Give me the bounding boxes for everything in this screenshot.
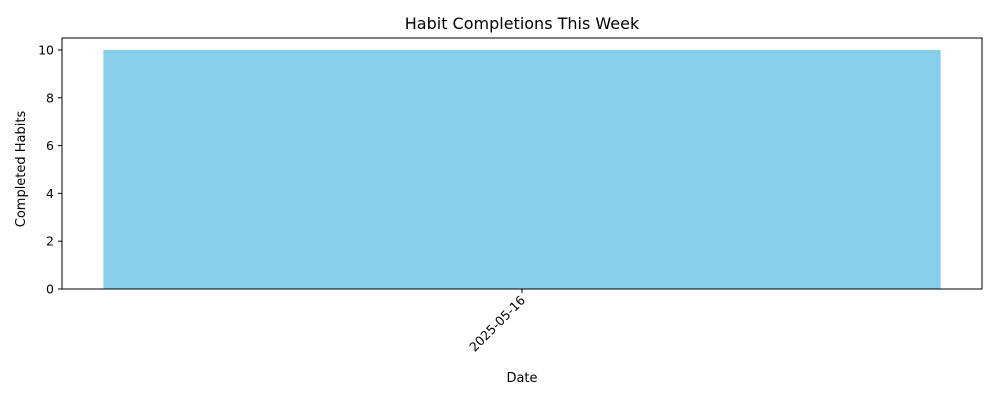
y-axis-label: Completed Habits [14, 111, 29, 228]
bar [103, 49, 941, 290]
x-axis-label: Date [506, 371, 537, 386]
chart-title: Habit Completions This Week [405, 14, 640, 33]
y-tick-label: 4 [46, 186, 54, 201]
y-tick-label: 10 [38, 42, 54, 57]
plot-area: 0 2 4 6 8 10 2025-05-16 [38, 37, 983, 354]
y-tick-label: 6 [46, 138, 54, 153]
y-tick-label: 8 [46, 90, 54, 105]
x-tick-label: 2025-05-16 [466, 292, 528, 354]
y-tick-label: 0 [46, 282, 54, 297]
y-tick-label: 2 [46, 234, 54, 249]
